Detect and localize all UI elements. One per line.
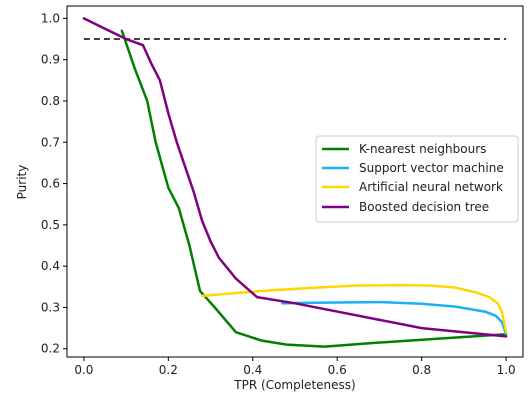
y-tick-label: 0.5 (41, 218, 60, 232)
x-tick-label: 1.0 (497, 363, 516, 377)
x-axis-label: TPR (Completeness) (233, 378, 355, 392)
y-tick-label: 0.3 (41, 300, 60, 314)
legend-label-bdt: Boosted decision tree (359, 200, 489, 214)
y-tick-label: 1.0 (41, 11, 60, 25)
x-tick-label: 0.8 (412, 363, 431, 377)
y-axis-label: Purity (15, 165, 29, 200)
series-line-knn (120, 29, 508, 348)
series-line-svm (281, 300, 508, 336)
legend-box (315, 135, 519, 223)
x-tick-label: 0.2 (159, 363, 178, 377)
series-group (82, 17, 508, 348)
y-tick-label: 0.8 (41, 94, 60, 108)
x-tick-label: 0.6 (328, 363, 347, 377)
legend-label-svm: Support vector machine (359, 161, 504, 175)
series-line-ann (200, 283, 508, 334)
x-tick-label: 0.0 (74, 363, 93, 377)
legend-label-knn: K-nearest neighbours (359, 142, 486, 156)
y-tick-label: 0.4 (41, 259, 60, 273)
y-tick-label: 0.6 (41, 177, 60, 191)
y-ticks-group: 0.2 0.3 0.4 0.5 0.6 0.7 0.8 0.9 1.0 (41, 11, 67, 356)
y-tick-label: 0.7 (41, 135, 60, 149)
plot-frame (66, 5, 524, 358)
y-tick-label: 0.9 (41, 53, 60, 67)
x-tick-label: 0.4 (243, 363, 262, 377)
legend-label-ann: Artificial neural network (359, 180, 503, 194)
y-tick-label: 0.2 (41, 342, 60, 356)
legend: K-nearest neighbours Support vector mach… (315, 135, 519, 223)
series-line-bdt (82, 17, 508, 338)
x-ticks-group: 0.0 0.2 0.4 0.6 0.8 1.0 (74, 357, 516, 377)
